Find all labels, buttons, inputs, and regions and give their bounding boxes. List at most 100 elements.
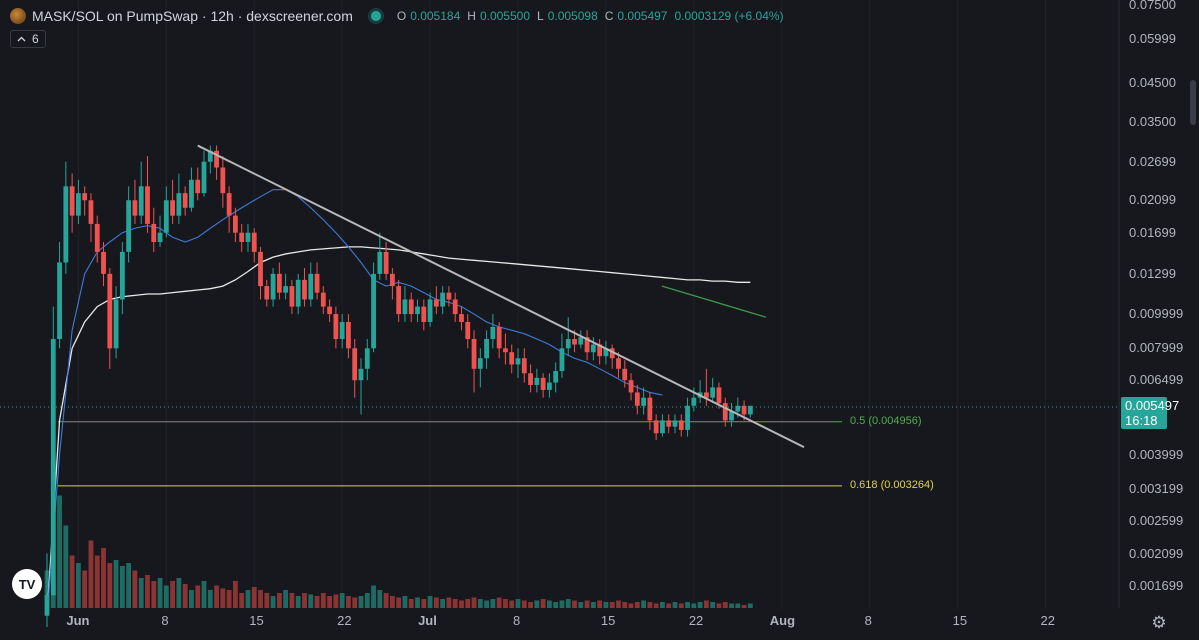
candle-body (565, 339, 571, 349)
volume-bar (327, 596, 332, 608)
candle-body (101, 251, 106, 274)
tradingview-logo-icon[interactable]: TV (12, 569, 42, 599)
volume-bar (176, 578, 182, 608)
volume-bar (509, 600, 515, 608)
candle-body (634, 392, 640, 406)
price-tick: 0.01699 (1129, 224, 1176, 240)
candle-body (145, 186, 150, 224)
candle-body (741, 405, 747, 415)
volume-bar (484, 600, 489, 608)
candle-body (251, 232, 257, 252)
gear-icon[interactable]: ⚙ (1151, 613, 1167, 632)
time-tick: Jun (66, 613, 90, 628)
volume-bar (666, 603, 672, 608)
volume-bar (390, 596, 395, 608)
volume-bar (201, 581, 207, 608)
candle-body (484, 339, 489, 359)
price-tick: 0.02099 (1129, 192, 1176, 208)
time-tick: 22 (337, 613, 352, 628)
candle-body (603, 348, 609, 357)
candle-body (496, 326, 502, 349)
volume-bar (471, 597, 477, 608)
candle-body (138, 186, 144, 216)
time-tick: 8 (864, 613, 872, 628)
candle-body (308, 273, 314, 300)
candle-body (302, 279, 307, 300)
volume-bar (427, 596, 433, 608)
volume-bar (534, 600, 540, 608)
candle-body (459, 314, 464, 322)
candle-body (201, 161, 207, 194)
time-tick: 15 (952, 613, 968, 628)
time-tick: 22 (688, 613, 704, 628)
volume-bar (597, 600, 603, 608)
candle-body (440, 292, 446, 307)
moving-averages (46, 189, 767, 616)
volume-bar (157, 578, 163, 608)
candle-body (534, 377, 540, 385)
price-tick: 0.05999 (1129, 31, 1176, 47)
candle-body (653, 420, 659, 434)
volume-bar (214, 585, 219, 608)
volume-bar (226, 590, 232, 608)
price-tick: 0.001699 (1129, 578, 1184, 593)
candle-body (553, 371, 559, 383)
candle-body (69, 186, 75, 216)
candle-body (390, 273, 395, 287)
candle-body (346, 321, 351, 349)
candle-body (82, 193, 88, 201)
candle-body (660, 420, 665, 434)
volume-bar (660, 602, 665, 608)
candle-body (94, 223, 100, 252)
volume-bar (421, 599, 427, 608)
time-tick: 8 (161, 613, 169, 628)
volume-bar (377, 590, 383, 608)
indicators-toggle[interactable]: 6 (10, 30, 46, 48)
candle-body (616, 358, 621, 369)
trendline[interactable] (197, 144, 805, 449)
volume-bar (264, 593, 270, 608)
volume-bar (729, 603, 734, 608)
volume-bar (119, 566, 125, 608)
price-tick: 0.003999 (1129, 446, 1184, 462)
candle-body (691, 397, 697, 406)
volume-bar (402, 596, 408, 608)
candle-body (258, 251, 263, 287)
volume-bar (459, 600, 464, 608)
volume-bar (641, 600, 646, 608)
volume-bar (371, 585, 376, 608)
volume-bar (302, 593, 307, 608)
ma-blue (46, 189, 663, 616)
volume-bar (578, 602, 584, 608)
volume-bar (559, 600, 565, 608)
volume-bar (521, 600, 527, 608)
volume-bar (258, 590, 263, 608)
candle-body (63, 186, 69, 263)
candle-body (283, 286, 289, 293)
candle-body (584, 337, 590, 353)
volume-bar (672, 602, 678, 608)
candle-body (233, 215, 238, 233)
candle-body (452, 299, 458, 315)
candle-body (678, 420, 684, 430)
fib-level-label: 0.618 (0.003264) (850, 478, 934, 491)
price-tick: 0.07500 (1129, 0, 1176, 12)
volume-bar (634, 602, 640, 608)
candle-body (490, 326, 496, 340)
candle-body (119, 251, 125, 300)
live-status-dot (370, 11, 381, 21)
candle-body (503, 348, 508, 353)
volume-bar (339, 593, 345, 608)
time-tick: 22 (1040, 613, 1055, 628)
candle-body (641, 397, 646, 406)
candle-body (578, 337, 584, 345)
scrollbar[interactable] (1190, 80, 1196, 125)
price-tick: 0.01299 (1129, 265, 1176, 281)
chart-legend: MASK/SOL on PumpSwap · 12h · dexscreener… (10, 6, 784, 26)
volume-bar (314, 596, 320, 608)
candle-body (339, 321, 345, 340)
candle-body (88, 200, 94, 224)
ma-long-white (46, 246, 751, 616)
candle-body (314, 273, 320, 293)
